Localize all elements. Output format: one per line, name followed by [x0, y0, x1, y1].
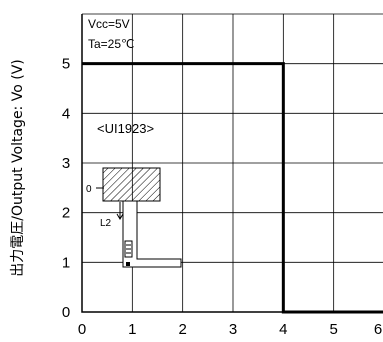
x-tick-label: 1	[128, 321, 136, 338]
tick-labels: 0 1 2 3 4 5 6 0 1 2 3 4 5	[62, 56, 382, 338]
zero-label: 0	[86, 184, 92, 195]
y-tick-label: 4	[62, 105, 70, 122]
x-tick-label: 2	[178, 321, 186, 338]
series-output-voltage	[82, 62, 383, 314]
magnet-block	[102, 167, 161, 202]
vcc-annotation: Vcc=5V	[88, 17, 130, 31]
x-tick-label: 3	[229, 321, 237, 338]
x-tick-label: 5	[329, 321, 337, 338]
x-tick-label: 4	[279, 321, 287, 338]
part-number-annotation: <UI1923>	[97, 121, 154, 136]
y-axis-label: 出力電圧/Output Voltage: Vo (V)	[10, 59, 26, 277]
y-tick-label: 2	[62, 205, 70, 222]
l2-label: L2	[100, 218, 112, 229]
y-tick-label: 0	[62, 304, 70, 321]
sensor-holder	[122, 200, 182, 268]
sensor-setup-diagram: 0 L2	[86, 167, 182, 268]
ta-annotation: Ta=25℃	[88, 37, 135, 51]
y-tick-label: 1	[62, 254, 70, 271]
series-line	[82, 62, 383, 314]
x-tick-label: 6	[374, 321, 382, 338]
y-tick-label: 3	[62, 155, 70, 172]
y-tick-label: 5	[62, 56, 70, 73]
x-tick-label: 0	[78, 321, 86, 338]
